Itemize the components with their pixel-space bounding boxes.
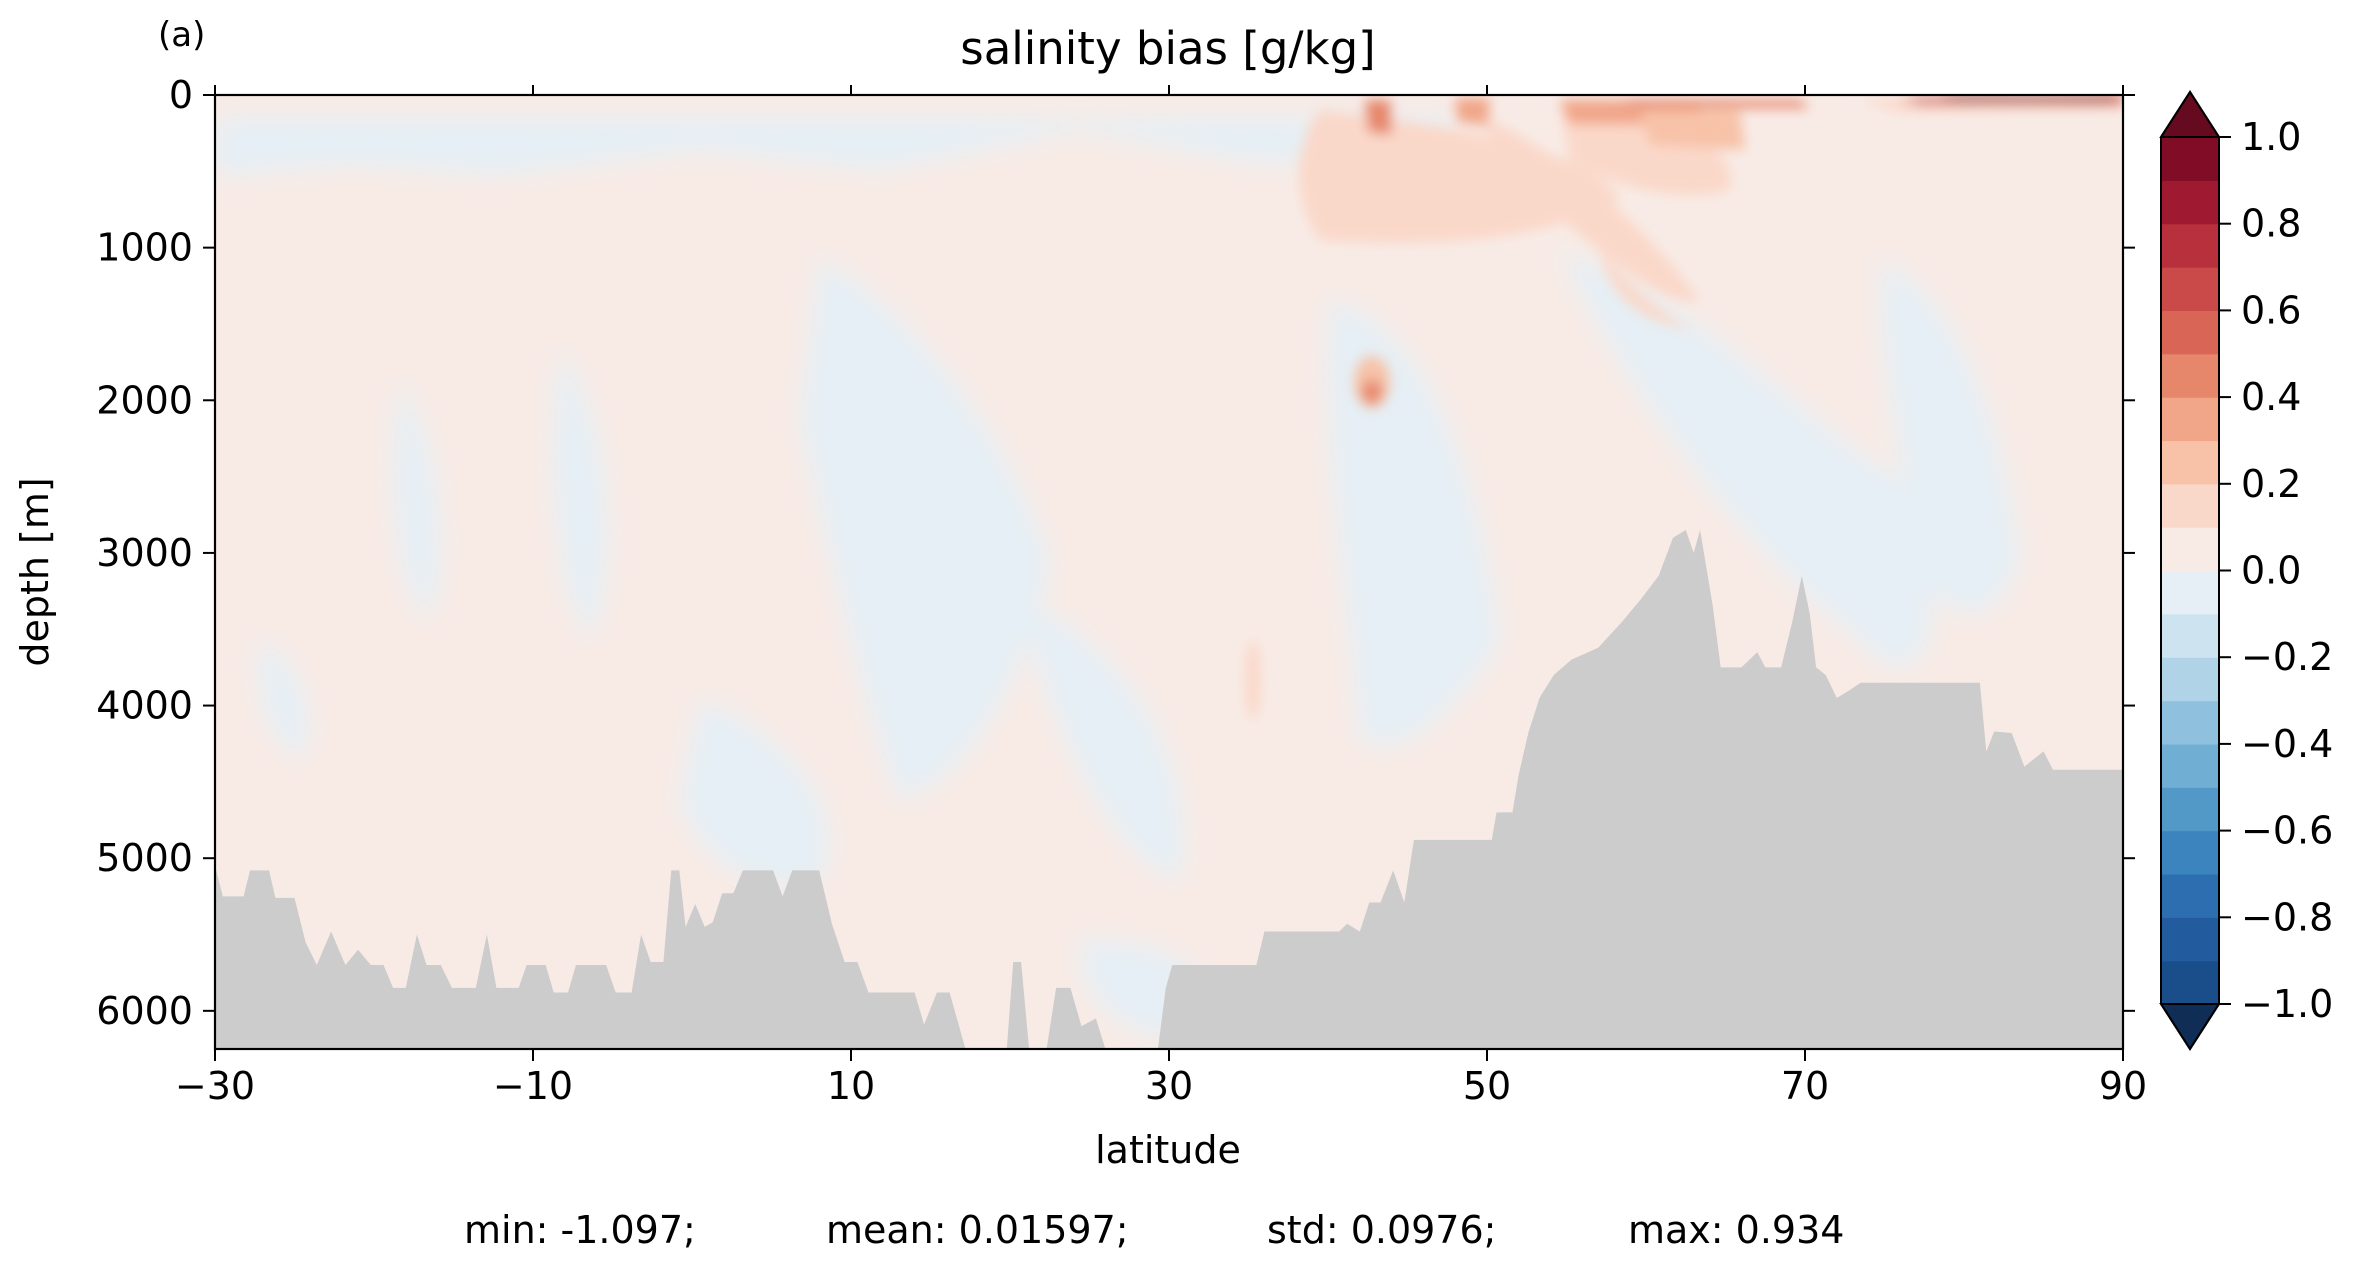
colorbar-segment bbox=[2161, 787, 2219, 832]
colorbar-tick-label: 0.0 bbox=[2241, 549, 2301, 593]
colorbar-tick-label: 0.6 bbox=[2241, 288, 2301, 332]
colorbar-tick-label: 1.0 bbox=[2241, 115, 2301, 159]
colorbar-segment bbox=[2161, 353, 2219, 398]
x-tick-label: 50 bbox=[1463, 1064, 1511, 1108]
colorbar-tick-label: 0.8 bbox=[2241, 202, 2301, 246]
colorbar-segment bbox=[2161, 310, 2219, 355]
colorbar-segment bbox=[2161, 917, 2219, 962]
chart-title: salinity bias [g/kg] bbox=[960, 22, 1375, 75]
x-tick-label: 70 bbox=[1781, 1064, 1829, 1108]
colorbar-segment bbox=[2161, 440, 2219, 485]
x-tick-label: −30 bbox=[175, 1064, 255, 1108]
colorbar-segment bbox=[2161, 830, 2219, 875]
x-tick-label: 10 bbox=[827, 1064, 875, 1108]
y-tick-label: 0 bbox=[169, 73, 193, 117]
bathymetry-land bbox=[215, 530, 2123, 1049]
colorbar-segment bbox=[2161, 570, 2219, 615]
panel-label: (a) bbox=[158, 15, 205, 55]
colorbar-tick-label: 0.2 bbox=[2241, 462, 2301, 506]
colorbar-tick-label: −1.0 bbox=[2241, 982, 2333, 1026]
y-tick-label: 5000 bbox=[96, 836, 193, 880]
colorbar-segment bbox=[2161, 180, 2219, 225]
colorbar-segment bbox=[2161, 267, 2219, 311]
colorbar-segment bbox=[2161, 223, 2219, 268]
colorbar-segment bbox=[2161, 873, 2219, 918]
colorbar-tick-label: 0.4 bbox=[2241, 375, 2301, 419]
colorbar-segment bbox=[2161, 483, 2219, 528]
x-axis-label: latitude bbox=[1095, 1128, 1241, 1172]
y-tick-label: 3000 bbox=[96, 531, 193, 575]
colorbar-tick-label: −0.6 bbox=[2241, 809, 2333, 853]
stat-std: std: 0.0976; bbox=[1267, 1208, 1496, 1252]
stat-max: max: 0.934 bbox=[1628, 1208, 1844, 1252]
colorbar-segment bbox=[2161, 657, 2219, 702]
colorbar-segment bbox=[2161, 700, 2219, 745]
colorbar-segment bbox=[2161, 397, 2219, 442]
colorbar: 1.0 0.8 0.6 0.4 0.2 0.0 −0.2 −0.4 −0.6 −0.8 −1.0 bbox=[2159, 90, 2333, 1051]
x-tick-label: 90 bbox=[2099, 1064, 2147, 1108]
stat-mean: mean: 0.01597; bbox=[826, 1208, 1129, 1252]
y-tick-label: 1000 bbox=[96, 226, 193, 270]
x-tick-label: 30 bbox=[1145, 1064, 1193, 1108]
salinity-field bbox=[215, 95, 2123, 1049]
colorbar-extend-high bbox=[2159, 90, 2221, 138]
colorbar-segment bbox=[2161, 743, 2219, 788]
colorbar-segment bbox=[2161, 960, 2219, 1005]
x-tick-label: −10 bbox=[493, 1064, 573, 1108]
colorbar-tick-label: −0.8 bbox=[2241, 895, 2333, 939]
y-axis: 0 1000 2000 3000 4000 5000 6000 bbox=[96, 73, 2135, 1033]
y-axis-label: depth [m] bbox=[13, 477, 57, 666]
y-tick-label: 2000 bbox=[96, 378, 193, 422]
y-tick-label: 6000 bbox=[96, 989, 193, 1033]
colorbar-extend-low bbox=[2159, 1003, 2221, 1051]
stat-min: min: -1.097; bbox=[464, 1208, 696, 1252]
colorbar-segment bbox=[2161, 137, 2219, 181]
colorbar-tick-label: −0.4 bbox=[2241, 722, 2333, 766]
x-axis: −30 −10 10 30 50 70 90 bbox=[175, 85, 2147, 1108]
colorbar-segment bbox=[2161, 613, 2219, 658]
y-tick-label: 4000 bbox=[96, 684, 193, 728]
colorbar-tick-label: −0.2 bbox=[2241, 635, 2333, 679]
colorbar-segment bbox=[2161, 527, 2219, 572]
